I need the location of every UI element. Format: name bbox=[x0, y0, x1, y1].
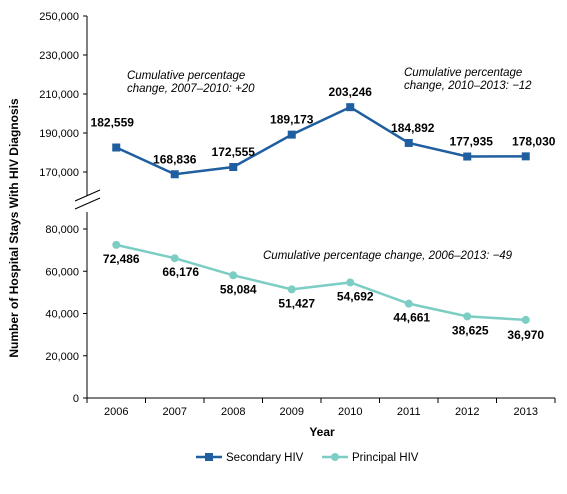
y-axis-title: Number of Hospital Stays With HIV Diagno… bbox=[7, 98, 21, 358]
principal-hiv-data-label: 58,084 bbox=[220, 282, 257, 296]
y-tick-label: 210,000 bbox=[39, 89, 79, 101]
y-tick-label: 190,000 bbox=[39, 128, 79, 140]
secondary-hiv-point bbox=[463, 152, 472, 161]
secondary-hiv-point bbox=[170, 170, 179, 179]
principal-hiv-line bbox=[115, 243, 526, 322]
annotation-text: Cumulative percentage bbox=[404, 67, 522, 79]
annotation-text: change, 2007–2010: +20 bbox=[127, 83, 255, 95]
secondary-hiv-data-label: 203,246 bbox=[329, 85, 373, 99]
annotation-text: Cumulative percentage bbox=[127, 70, 245, 82]
secondary-hiv-data-label: 178,030 bbox=[512, 134, 556, 148]
legend-label: Principal HIV bbox=[352, 452, 419, 464]
secondary-hiv-data-label: 168,836 bbox=[153, 152, 197, 166]
x-tick-label: 2010 bbox=[338, 406, 362, 418]
y-tick-label: 60,000 bbox=[45, 266, 79, 278]
chart-axes bbox=[74, 15, 556, 403]
principal-hiv-data-label: 51,427 bbox=[278, 296, 315, 310]
principal-hiv-data-label: 44,661 bbox=[393, 311, 430, 325]
principal-hiv-point bbox=[521, 315, 530, 324]
principal-hiv-point bbox=[112, 240, 121, 249]
principal-hiv-point bbox=[287, 285, 296, 294]
x-axis-title: Year bbox=[309, 425, 335, 439]
secondary-hiv-point bbox=[287, 130, 296, 139]
principal-hiv-point bbox=[404, 299, 413, 308]
y-tick-label: 250,000 bbox=[39, 11, 79, 23]
principal-hiv-point bbox=[346, 278, 355, 287]
principal-hiv-point bbox=[229, 271, 238, 280]
secondary-hiv-data-label: 184,892 bbox=[391, 121, 435, 135]
secondary-hiv-data-label: 172,555 bbox=[212, 145, 256, 159]
legend-swatch-marker bbox=[205, 453, 213, 461]
x-tick-labels: 2006 2007 2008 2009 2010 2011 2012 2013 bbox=[104, 406, 538, 418]
y-tick-label: 80,000 bbox=[45, 224, 79, 236]
principal-hiv-data-label: 66,176 bbox=[162, 265, 199, 279]
annotation-text: change, 2010–2013: −12 bbox=[404, 80, 532, 92]
x-tick-label: 2006 bbox=[104, 406, 128, 418]
secondary-hiv-point bbox=[112, 143, 121, 152]
y-tick-label: 230,000 bbox=[39, 50, 79, 62]
y-tick-labels: 250,000 230,000 210,000 190,000 170,000 80,00… bbox=[39, 11, 79, 405]
axis-break-mark bbox=[74, 197, 101, 210]
x-tick-label: 2012 bbox=[455, 406, 479, 418]
principal-hiv-data-label: 54,692 bbox=[337, 289, 374, 303]
x-tick-label: 2009 bbox=[280, 406, 304, 418]
secondary-hiv-point bbox=[229, 163, 238, 172]
principal-hiv-data-label: 38,625 bbox=[452, 323, 489, 337]
legend-label: Secondary HIV bbox=[226, 452, 304, 464]
secondary-hiv-data-label: 189,173 bbox=[270, 113, 314, 127]
y-tick-label: 20,000 bbox=[45, 351, 79, 363]
axis-break-mark bbox=[74, 189, 101, 202]
principal-hiv-data-label: 36,970 bbox=[507, 328, 544, 342]
y-tick-label: 0 bbox=[73, 393, 79, 405]
principal-hiv-data-label: 72,486 bbox=[103, 252, 140, 266]
principal-hiv-point bbox=[170, 254, 179, 263]
y-tick-label: 40,000 bbox=[45, 309, 79, 321]
x-tick-label: 2011 bbox=[397, 406, 421, 418]
secondary-hiv-point bbox=[404, 138, 413, 147]
x-tick-label: 2013 bbox=[514, 406, 538, 418]
principal-hiv-point bbox=[463, 312, 472, 321]
legend-swatch-marker bbox=[331, 453, 339, 461]
series-layer bbox=[112, 103, 530, 324]
secondary-hiv-line bbox=[115, 105, 526, 176]
secondary-hiv-data-label: 182,559 bbox=[91, 116, 135, 130]
y-tick-label: 170,000 bbox=[39, 167, 79, 179]
data-labels: 182,559 168,836 172,555 189,173 203,246 184,8… bbox=[91, 85, 556, 342]
secondary-hiv-point bbox=[346, 103, 355, 112]
secondary-hiv-data-label: 177,935 bbox=[450, 135, 494, 149]
legend: Secondary HIV Principal HIV bbox=[196, 452, 419, 464]
annotation-text: Cumulative percentage change, 2006–2013:… bbox=[263, 250, 513, 262]
secondary-hiv-point bbox=[521, 152, 530, 161]
x-tick-label: 2008 bbox=[221, 406, 245, 418]
x-tick-label: 2007 bbox=[163, 406, 187, 418]
